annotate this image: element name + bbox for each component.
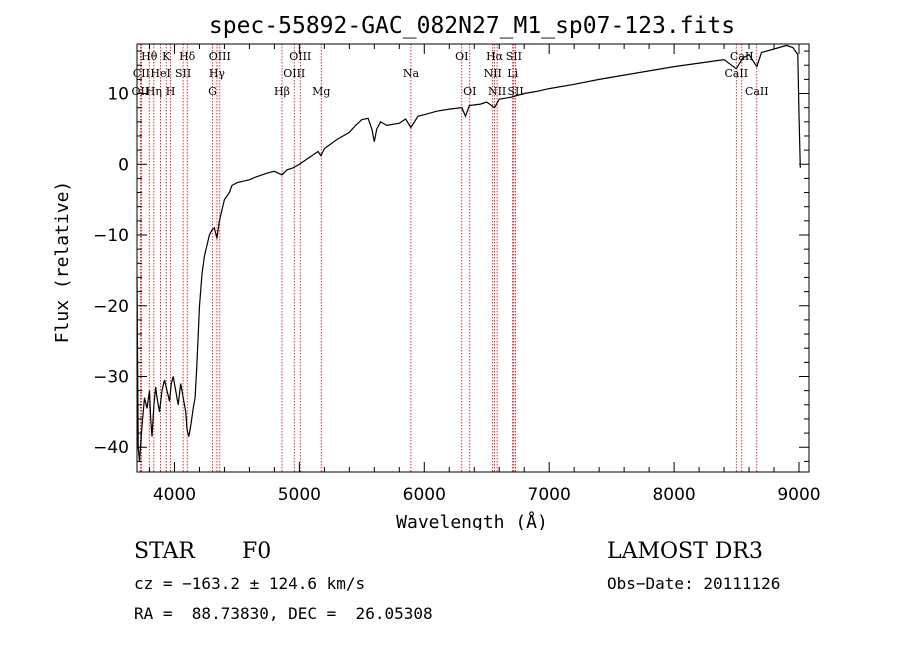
spectrum-line [136, 44, 801, 462]
line-label-17: CaII [724, 67, 748, 80]
line-label-27: CaII [745, 85, 769, 98]
line-label-16: Li [507, 67, 518, 80]
line-label-2: Hδ [179, 50, 196, 63]
y-axis-label: Flux (relative) [52, 181, 73, 344]
line-label-25: NII [488, 85, 506, 98]
line-label-10: HeI [150, 67, 170, 80]
y-tick-label-2: −20 [93, 297, 129, 317]
line-label-26: SII [507, 85, 523, 98]
survey-name: LAMOST DR3 [607, 539, 763, 564]
y-tick-label-4: 0 [118, 155, 129, 175]
line-label-9: CII [133, 67, 150, 80]
line-label-15: NII [484, 67, 502, 80]
y-tick-label-1: −30 [93, 367, 129, 387]
line-label-21: G [208, 85, 217, 98]
x-tick-label-0: 4000 [153, 485, 196, 505]
spectrum-chart: spec-55892-GAC_082N27_M1_sp07-123.fits 4… [52, 13, 821, 530]
redshift-cz: cz = −163.2 ± 124.6 km/s [134, 574, 366, 593]
line-label-5: OI [455, 50, 468, 63]
x-tick-label-4: 8000 [652, 485, 695, 505]
line-label-23: Mg [312, 85, 330, 98]
plot-frame [136, 43, 810, 473]
line-label-3: OIII [209, 50, 231, 63]
line-label-7: SII [506, 50, 522, 63]
x-tick-label-5: 9000 [777, 485, 820, 505]
y-tick-label-0: −40 [93, 438, 129, 458]
x-tick-label-1: 5000 [278, 485, 321, 505]
line-label-18: OII [132, 85, 150, 98]
x-axis: 4000 5000 6000 7000 8000 9000 [148, 44, 821, 505]
x-tick-label-2: 6000 [403, 485, 446, 505]
obs-date: Obs−Date: 20111126 [607, 574, 781, 593]
line-label-13: OIII [283, 67, 305, 80]
line-label-14: Na [403, 67, 420, 80]
x-axis-label: Wavelength (Å) [396, 511, 548, 530]
line-label-11: SII [175, 67, 191, 80]
chart-title: spec-55892-GAC_082N27_M1_sp07-123.fits [209, 13, 735, 39]
x-tick-label-3: 7000 [528, 485, 571, 505]
line-label-6: Hα [486, 50, 504, 63]
spectral-line-markers [139, 44, 758, 472]
line-label-24: OI [463, 85, 476, 98]
line-label-20: H [166, 85, 176, 98]
y-tick-label-5: 10 [107, 85, 129, 105]
ra-dec: RA = 88.73830, DEC = 26.05308 [134, 604, 433, 623]
line-label-1: K [162, 50, 171, 63]
line-label-8: CaII [730, 50, 754, 63]
object-class: STAR [134, 539, 195, 564]
line-label-19: Hη [146, 85, 162, 98]
object-subclass: F0 [242, 539, 272, 564]
y-axis: −40 −30 −20 −10 0 10 [93, 50, 809, 462]
line-label-0: Hθ [141, 50, 158, 63]
line-label-4: OIII [289, 50, 311, 63]
line-label-22: Hβ [274, 85, 290, 98]
y-tick-label-3: −10 [93, 226, 129, 246]
line-label-12: Hγ [209, 67, 226, 80]
